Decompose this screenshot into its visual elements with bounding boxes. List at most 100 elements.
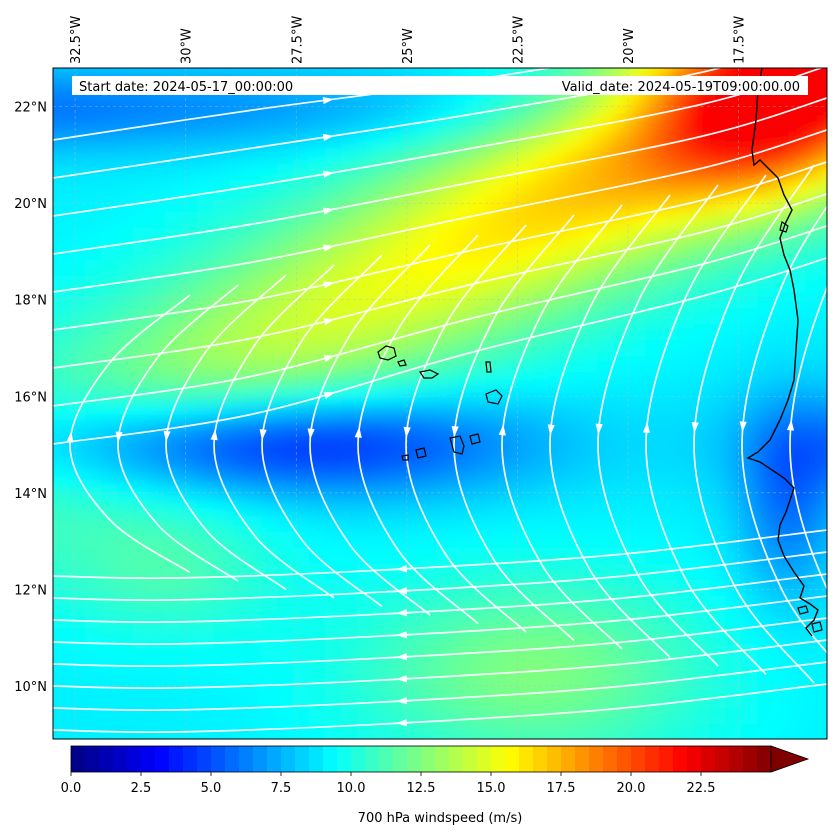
colorbar-cell (435, 746, 450, 772)
field-cell (181, 212, 198, 229)
field-cell (181, 644, 198, 661)
field-cell (261, 484, 278, 501)
field-cell (53, 548, 54, 565)
field-cell (229, 324, 246, 341)
colorbar-cell (659, 746, 674, 772)
field-cell (485, 196, 502, 213)
field-cell (85, 308, 102, 325)
field-cell (501, 356, 518, 373)
field-cell (565, 244, 582, 261)
colorbar-tick-label: 10.0 (337, 781, 366, 796)
streamline-arrow (323, 244, 335, 252)
field-cell (213, 276, 230, 293)
field-cell (53, 596, 54, 613)
colorbar-cell (211, 746, 226, 772)
field-cell (389, 292, 406, 309)
colorbar-tick-label: 5.0 (201, 781, 222, 796)
field-cell (85, 68, 102, 69)
field-cell (789, 340, 806, 357)
field-cell (517, 500, 534, 517)
field-cell (437, 324, 454, 341)
field-cell (581, 452, 598, 469)
field-cell (117, 628, 134, 645)
field-cell (821, 180, 827, 197)
field-cell (277, 308, 294, 325)
field-cell (757, 468, 774, 485)
field-cell (549, 628, 566, 645)
field-cell (277, 436, 294, 453)
field-cell (101, 660, 118, 677)
longitude-label: 32.5°W (69, 16, 84, 64)
field-cell (373, 452, 390, 469)
field-cell (373, 468, 390, 485)
field-cell (229, 580, 246, 597)
field-cell (453, 452, 470, 469)
field-cell (741, 564, 758, 581)
field-cell (293, 196, 310, 213)
field-cell (117, 148, 134, 165)
streamline (165, 274, 287, 591)
field-cell (773, 372, 790, 389)
field-cell (149, 196, 166, 213)
field-cell (229, 708, 246, 725)
field-cell (613, 356, 630, 373)
field-cell (85, 260, 102, 277)
field-cell (53, 516, 70, 533)
field-cell (469, 132, 486, 149)
field-cell (261, 692, 278, 709)
field-cell (677, 212, 694, 229)
field-cell (693, 100, 710, 117)
field-cell (693, 644, 710, 661)
colorbar-cell (267, 746, 282, 772)
field-cell (325, 644, 342, 661)
field-cell (229, 436, 246, 453)
field-cell (261, 548, 278, 565)
field-cell (53, 68, 54, 69)
field-cell (149, 484, 166, 501)
field-cell (597, 676, 614, 693)
field-cell (805, 724, 822, 739)
field-cell (373, 116, 390, 133)
field-cell (245, 452, 262, 469)
field-cell (421, 132, 438, 149)
field-cell (677, 596, 694, 613)
field-cell (773, 356, 790, 373)
field-cell (517, 324, 534, 341)
field-cell (405, 500, 422, 517)
field-cell (725, 500, 742, 517)
field-cell (69, 276, 86, 293)
field-cell (117, 132, 134, 149)
field-cell (821, 644, 827, 661)
field-cell (693, 340, 710, 357)
field-cell (277, 148, 294, 165)
field-cell (53, 148, 70, 165)
field-cell (773, 132, 790, 149)
field-cell (149, 612, 166, 629)
field-cell (373, 148, 390, 165)
field-cell (341, 308, 358, 325)
field-cell (341, 292, 358, 309)
field-cell (213, 196, 230, 213)
field-cell (709, 372, 726, 389)
field-cell (117, 356, 134, 373)
field-cell (293, 468, 310, 485)
field-cell (805, 420, 822, 437)
field-cell (565, 340, 582, 357)
field-cell (453, 324, 470, 341)
field-cell (341, 692, 358, 709)
longitude-label: 30°W (180, 28, 195, 64)
field-cell (693, 548, 710, 565)
field-cell (261, 660, 278, 677)
field-cell (149, 372, 166, 389)
field-cell (693, 308, 710, 325)
field-cell (453, 532, 470, 549)
field-cell (533, 436, 550, 453)
field-cell (581, 196, 598, 213)
field-cell (149, 100, 166, 117)
field-cell (197, 116, 214, 133)
field-cell (197, 356, 214, 373)
colorbar-tick-label: 22.5 (687, 781, 716, 796)
field-cell (773, 404, 790, 421)
colorbar-cell (547, 746, 562, 772)
field-cell (277, 532, 294, 549)
